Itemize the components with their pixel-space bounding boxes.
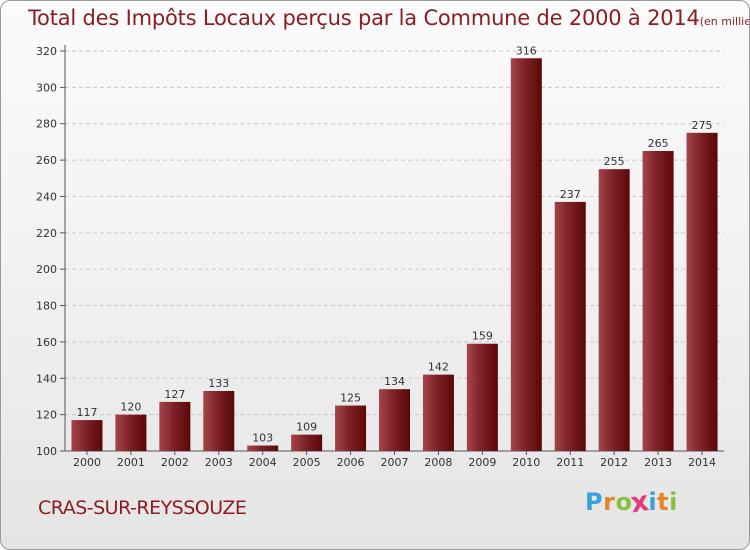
value-label-2004: 103	[252, 432, 273, 445]
x-tick-label-2007: 2007	[381, 456, 409, 469]
y-tick-label: 160	[36, 336, 57, 349]
logo-letter: o	[615, 488, 633, 516]
x-tick-label-2003: 2003	[205, 456, 233, 469]
y-tick-label: 260	[36, 154, 57, 167]
bar-2009	[466, 343, 498, 451]
x-tick-label-2008: 2008	[424, 456, 452, 469]
value-label-2002: 127	[164, 388, 185, 401]
x-tick-label-2005: 2005	[293, 456, 321, 469]
logo-letter: P	[585, 488, 604, 516]
value-label-2011: 237	[560, 188, 581, 201]
bar-2014	[686, 132, 718, 451]
value-label-2006: 125	[340, 392, 361, 405]
y-tick-label: 280	[36, 118, 57, 131]
bar-2002	[159, 401, 191, 451]
x-tick-label-2006: 2006	[337, 456, 365, 469]
logo-letter: t	[657, 488, 670, 516]
y-tick-label: 120	[36, 409, 57, 422]
value-label-2008: 142	[428, 361, 449, 374]
bar-2005	[291, 434, 323, 451]
y-tick-label: 180	[36, 300, 57, 313]
y-tick-label: 140	[36, 372, 57, 385]
x-tick-label-2004: 2004	[249, 456, 277, 469]
bar-2008	[422, 374, 454, 451]
bar-2006	[335, 405, 367, 451]
value-label-2012: 255	[604, 155, 625, 168]
y-tick-label: 220	[36, 227, 57, 240]
commune-name: CRAS-SUR-REYSSOUZE	[38, 497, 247, 519]
value-label-2005: 109	[296, 421, 317, 434]
bars	[71, 58, 718, 451]
bar-2001	[115, 414, 147, 451]
x-tick-label-2002: 2002	[161, 456, 189, 469]
y-tick-label: 240	[36, 190, 57, 203]
bar-2013	[642, 151, 674, 451]
chart-title: Total des Impôts Locaux perçus par la Co…	[28, 6, 750, 30]
logo-letter: i	[648, 488, 658, 516]
value-label-2010: 316	[516, 44, 537, 57]
bar-2003	[203, 391, 235, 451]
bar-2012	[598, 169, 630, 451]
bar-2011	[554, 201, 586, 451]
axes: 100 120 140 160 180 200 220 240 260 280 300 320 2000…	[36, 45, 724, 469]
x-tick-label-2013: 2013	[644, 456, 672, 469]
data-labels: 117 120 127 133 103 109 125 134 142 159 316 237 255 2…	[76, 44, 712, 444]
bar-2004	[247, 445, 279, 451]
x-tick-label-2000: 2000	[73, 456, 101, 469]
x-tick-label-2014: 2014	[688, 456, 716, 469]
proxiti-logo: Proxiti	[585, 485, 678, 519]
bar-2007	[379, 389, 410, 451]
value-label-2000: 117	[76, 406, 97, 419]
value-label-2007: 134	[384, 375, 405, 388]
bar-2010	[510, 58, 542, 451]
chart-title-text: Total des Impôts Locaux perçus par la Co…	[28, 6, 700, 30]
y-tick-label: 300	[36, 81, 57, 94]
logo-letter: i	[669, 488, 678, 516]
bar-2000	[71, 420, 103, 451]
x-tick-label-2009: 2009	[468, 456, 496, 469]
x-tick-label-2001: 2001	[117, 456, 145, 469]
x-tick-label-2011: 2011	[556, 456, 584, 469]
chart-title-unit: (en milliers d'€)	[699, 15, 750, 28]
y-tick-label: 200	[36, 263, 57, 276]
value-label-2014: 275	[692, 119, 713, 132]
y-tick-label: 100	[36, 445, 57, 458]
x-tick-label-2012: 2012	[600, 456, 628, 469]
logo-letter: r	[603, 488, 616, 516]
value-label-2003: 133	[208, 377, 229, 390]
x-tick-label-2010: 2010	[512, 456, 540, 469]
value-label-2013: 265	[648, 137, 669, 150]
value-label-2001: 120	[120, 401, 141, 414]
value-label-2009: 159	[472, 330, 493, 343]
y-tick-label: 320	[36, 45, 57, 58]
